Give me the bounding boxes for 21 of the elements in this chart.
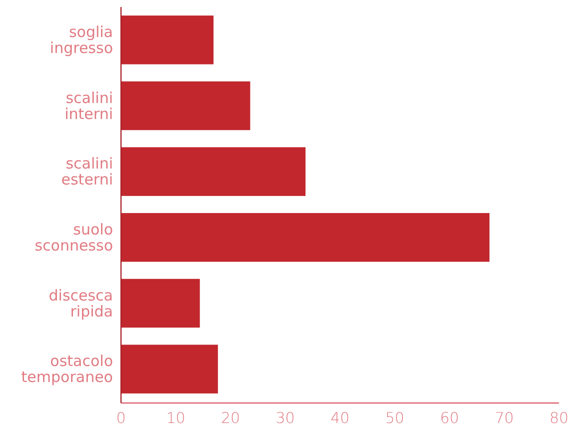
y-tick-label: discesca ripida: [48, 286, 113, 320]
x-tick-label: 80: [549, 409, 569, 427]
y-tick-label: suolo sconnesso: [34, 220, 113, 254]
x-tick-label: 10: [166, 409, 186, 427]
y-tick-label: scalini interni: [64, 88, 113, 123]
bar: [121, 278, 200, 328]
bar: [121, 16, 214, 64]
x-tick-label: 70: [494, 409, 514, 427]
x-tick-label: 60: [440, 409, 460, 427]
x-tick-label: 0: [116, 409, 126, 427]
x-tick-label: 50: [385, 409, 404, 427]
bar: [121, 147, 306, 196]
bar: [121, 344, 218, 394]
bar: [121, 213, 490, 262]
x-tick-label: 20: [220, 409, 240, 427]
y-tick-label: soglia ingresso: [50, 22, 113, 57]
bar: [121, 81, 250, 130]
x-tick-label: 30: [276, 409, 295, 427]
y-tick-label: ostacolo temporaneo: [21, 352, 113, 386]
y-tick-label: scalini esterni: [61, 154, 113, 189]
x-tick-label: 40: [330, 409, 350, 427]
